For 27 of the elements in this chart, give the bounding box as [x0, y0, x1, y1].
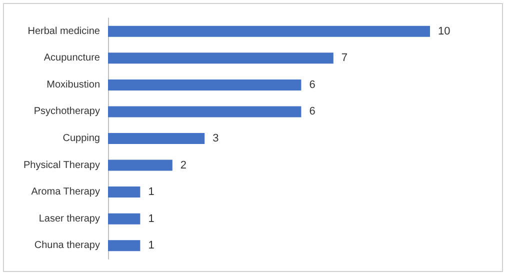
y-tick-label: Herbal medicine [28, 26, 100, 37]
data-label: 1 [148, 212, 154, 225]
data-label: 1 [148, 186, 154, 198]
y-tick-label: Acupuncture [44, 52, 100, 64]
bar [108, 106, 302, 118]
bar [108, 186, 140, 198]
data-label: 7 [341, 52, 348, 64]
y-tick-label: Aroma Therapy [31, 186, 100, 198]
y-tick-label: Laser therapy [38, 213, 100, 224]
y-tick-label: Psychotherapy [34, 106, 100, 118]
bar [108, 213, 140, 224]
y-tick-label: Moxibustion [46, 79, 100, 90]
data-label: 6 [309, 106, 316, 118]
bar [108, 240, 140, 252]
bar [108, 26, 430, 37]
bar [108, 160, 172, 171]
bar [108, 133, 205, 144]
bar [108, 52, 334, 64]
data-label: 1 [148, 240, 154, 252]
data-label: 6 [309, 78, 316, 91]
data-label: 3 [212, 132, 219, 144]
y-tick-label: Physical Therapy [23, 160, 100, 171]
y-tick-label: Chuna therapy [34, 240, 100, 252]
data-label: 10 [438, 25, 450, 38]
bar [108, 79, 302, 90]
y-tick-label: Cupping [62, 133, 100, 144]
data-label: 2 [180, 159, 187, 172]
